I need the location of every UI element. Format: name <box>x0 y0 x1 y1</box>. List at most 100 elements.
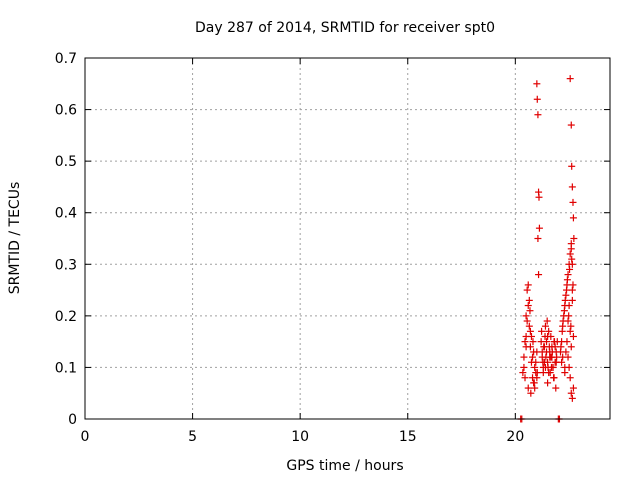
data-point <box>543 317 551 325</box>
data-point <box>564 271 572 279</box>
data-point <box>544 332 552 340</box>
data-point <box>522 332 530 340</box>
data-point <box>566 374 574 382</box>
data-point <box>550 374 558 382</box>
data-point <box>546 348 554 356</box>
data-point <box>566 265 574 273</box>
y-tick-label: 0.5 <box>55 154 77 170</box>
data-point <box>526 327 534 335</box>
y-tick-label: 0.7 <box>55 51 77 67</box>
data-point <box>521 338 529 346</box>
data-point <box>534 235 542 242</box>
data-point <box>530 348 538 356</box>
data-point <box>567 121 575 129</box>
data-point <box>540 358 548 366</box>
data-point <box>561 369 569 377</box>
data-point <box>567 322 575 330</box>
data-point <box>568 260 576 268</box>
data-point <box>541 363 549 371</box>
y-tick-label: 0.4 <box>55 206 77 222</box>
y-tick-label: 0.3 <box>55 257 77 273</box>
data-point <box>535 193 543 201</box>
data-point <box>531 363 539 371</box>
data-point <box>538 327 546 335</box>
x-tick-label: 0 <box>81 429 90 445</box>
x-tick-label: 15 <box>399 429 417 445</box>
data-point <box>549 363 557 371</box>
data-point <box>564 353 572 361</box>
y-tick-label: 0.2 <box>55 309 77 325</box>
data-point <box>526 307 534 315</box>
data-point <box>569 384 577 392</box>
data-point <box>544 379 552 387</box>
data-point <box>539 369 547 377</box>
data-point <box>552 384 560 392</box>
data-point <box>529 338 537 346</box>
data-point <box>569 214 577 222</box>
data-point <box>568 394 576 402</box>
data-points <box>517 75 578 423</box>
data-point <box>529 353 537 361</box>
plot-frame <box>84 57 611 420</box>
data-point <box>533 80 541 88</box>
data-point <box>566 75 574 83</box>
data-point <box>534 111 542 119</box>
data-point <box>566 327 574 335</box>
data-point <box>543 338 551 346</box>
data-point <box>533 95 541 103</box>
data-point <box>530 379 538 387</box>
data-point <box>524 384 532 392</box>
data-point <box>557 343 565 351</box>
data-point <box>566 250 574 258</box>
x-tick-label: 20 <box>506 429 524 445</box>
data-point <box>558 327 566 335</box>
x-tick-label: 10 <box>291 429 309 445</box>
chart-title: Day 287 of 2014, SRMTID for receiver spt… <box>195 20 495 36</box>
data-point <box>520 363 528 371</box>
data-point <box>569 332 577 340</box>
data-point <box>522 312 530 320</box>
data-point <box>525 322 533 330</box>
data-point <box>535 224 543 232</box>
data-point <box>521 374 529 382</box>
data-point <box>558 358 566 366</box>
data-point <box>524 281 532 289</box>
data-point <box>563 286 571 294</box>
data-point <box>561 296 569 304</box>
data-point <box>568 255 576 263</box>
x-tick-label: 5 <box>188 429 197 445</box>
data-point <box>545 327 553 335</box>
data-point <box>546 369 554 377</box>
data-point <box>527 389 535 397</box>
data-point <box>569 281 577 289</box>
data-point <box>570 235 578 242</box>
data-point <box>568 183 576 191</box>
data-point <box>538 348 546 356</box>
data-point <box>568 162 576 170</box>
x-axis-ticks: 0 5 10 15 20 <box>81 58 524 445</box>
data-point <box>560 307 568 315</box>
data-point <box>541 322 549 330</box>
data-point <box>525 296 533 304</box>
data-point <box>519 369 527 377</box>
data-point <box>565 312 573 320</box>
data-point <box>564 317 572 325</box>
data-point <box>535 271 543 279</box>
data-point <box>569 198 577 206</box>
y-tick-label: 0 <box>68 412 77 428</box>
data-point <box>522 343 530 351</box>
data-point <box>565 302 573 310</box>
grid-lines <box>85 58 610 419</box>
data-point <box>562 348 570 356</box>
data-point <box>562 291 570 299</box>
data-point <box>568 296 576 304</box>
data-point <box>520 353 528 361</box>
data-point <box>524 302 532 310</box>
data-point <box>565 363 573 371</box>
y-tick-label: 0.1 <box>55 360 77 376</box>
y-axis-ticks: 0 0.1 0.2 0.3 0.4 0.5 0.6 0.7 <box>55 51 610 428</box>
data-point <box>567 389 575 397</box>
data-point <box>548 353 556 361</box>
x-axis-title: GPS time / hours <box>286 458 403 474</box>
